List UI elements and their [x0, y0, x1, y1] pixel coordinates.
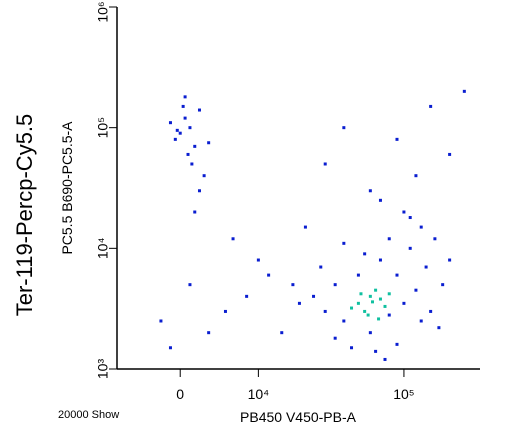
point [402, 301, 406, 305]
y-tick-label: 10³ [95, 359, 111, 380]
point [387, 313, 391, 317]
y-tick-label: 10⁶ [95, 1, 111, 22]
point [190, 162, 194, 166]
footnote: 20000 Show [58, 409, 119, 421]
point [342, 241, 346, 245]
point [414, 288, 418, 292]
point [374, 349, 378, 353]
point [342, 319, 346, 323]
point [387, 237, 391, 241]
point [395, 137, 399, 141]
point [462, 89, 466, 93]
point [183, 116, 187, 120]
point [402, 210, 406, 214]
point [291, 283, 295, 287]
point [378, 258, 382, 262]
point [193, 144, 197, 148]
point [383, 304, 387, 308]
point [368, 294, 372, 298]
point [414, 174, 418, 178]
point [378, 297, 382, 301]
x-tick-label: 10⁴ [248, 386, 270, 402]
point [207, 331, 211, 335]
point [378, 198, 382, 202]
point [395, 273, 399, 277]
point [429, 309, 433, 313]
point [448, 152, 452, 156]
x-axis-label: PB450 V450-PB-A [240, 409, 357, 425]
y-axis-label: PC5.5 B690-PC5.5-A [59, 121, 75, 255]
point [223, 309, 227, 313]
point [366, 313, 370, 317]
point [188, 283, 192, 287]
point [202, 174, 206, 178]
point [231, 237, 235, 241]
point [419, 319, 423, 323]
point [168, 346, 172, 350]
point [408, 216, 412, 220]
point [188, 126, 192, 130]
point [183, 95, 187, 99]
point [312, 294, 316, 298]
point [433, 237, 437, 241]
point [245, 294, 249, 298]
point [437, 326, 441, 330]
y-tick-label: 10⁴ [95, 238, 111, 260]
point [387, 292, 391, 296]
point [377, 317, 381, 321]
point [368, 331, 372, 335]
point [319, 265, 323, 269]
point [303, 225, 307, 229]
point [297, 301, 301, 305]
y-tick-label: 10⁵ [95, 117, 111, 138]
point [370, 300, 374, 304]
point [350, 346, 354, 350]
point [280, 331, 284, 335]
point [441, 283, 445, 287]
point [333, 283, 337, 287]
point [267, 273, 271, 277]
point [323, 309, 327, 313]
x-tick-label: 0 [176, 386, 184, 402]
point [173, 137, 177, 141]
point [186, 152, 190, 156]
point [448, 258, 452, 262]
point [197, 189, 201, 193]
point [356, 273, 360, 277]
chart-title: Ter-119-Percp-Cy5.5 [12, 114, 37, 317]
point [333, 336, 337, 340]
point [359, 292, 363, 296]
point [429, 104, 433, 108]
point [363, 309, 367, 313]
point [419, 225, 423, 229]
point [178, 131, 182, 135]
point [256, 258, 260, 262]
point [408, 246, 412, 250]
point [424, 265, 428, 269]
point [383, 357, 387, 361]
point [168, 121, 172, 125]
point [175, 128, 179, 132]
point [197, 108, 201, 112]
point [342, 126, 346, 130]
point [374, 288, 378, 292]
point [356, 301, 360, 305]
point [363, 252, 367, 256]
point [193, 210, 197, 214]
point [368, 189, 372, 193]
point [323, 162, 327, 166]
point [207, 141, 211, 145]
point [181, 104, 185, 108]
x-tick-label: 10⁵ [393, 386, 414, 402]
point [395, 342, 399, 346]
point [159, 319, 163, 323]
point [350, 306, 354, 310]
